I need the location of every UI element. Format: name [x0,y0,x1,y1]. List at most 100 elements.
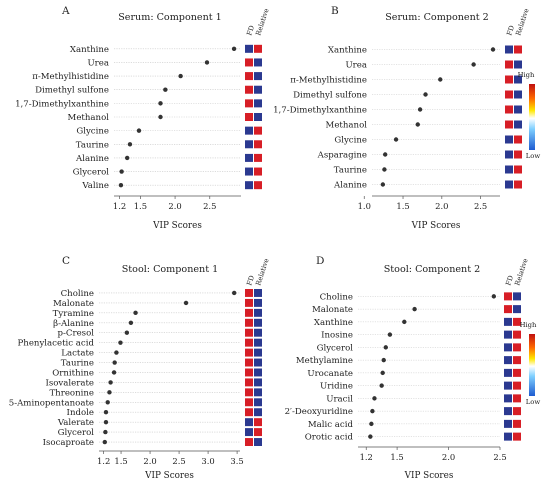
heatmap-cell [514,90,522,99]
data-point [438,77,443,82]
category-label: Tyramine [53,309,94,319]
heatmap-cell [514,105,522,114]
x-axis-label: VIP Scores [152,221,202,231]
heatmap-cell [245,388,253,397]
color-legend-bottom: High Low [520,321,541,406]
heatmap-cell [245,58,253,67]
data-point [372,396,377,401]
heatmap-cell [245,338,253,347]
data-point [231,46,237,52]
category-label: β-Alanine [53,319,94,329]
x-tick-label: 2.5 [493,452,506,462]
data-point [231,290,237,296]
heatmap-header: Relative [254,7,270,36]
heatmap-cell [245,289,253,297]
data-point [119,169,124,174]
data-point [178,73,183,79]
x-tick-label: 1.5 [396,201,409,211]
data-point [158,114,163,120]
category-label: Glycerol [73,168,110,178]
x-tick-label: 2.0 [435,201,448,211]
heatmap-cell [513,368,521,377]
heatmap-cell [254,289,262,297]
data-point [118,182,124,188]
data-point [402,319,407,325]
heatmap-header: Relative [254,257,270,286]
heatmap-cell [514,165,522,174]
heatmap-cell [254,368,262,377]
category-label: Xanthine [70,45,109,55]
legend-low-label: Low [526,152,541,160]
data-point [368,434,373,439]
heatmap-cell [254,418,262,427]
chart-title: Serum: Component 1 [118,12,222,23]
heatmap-cell [514,120,522,129]
heatmap-cell [245,72,253,81]
data-point [127,142,133,147]
category-label: Alanine [333,181,367,191]
data-point [379,383,384,388]
heatmap-cell [504,419,512,428]
heatmap-header: Relative [513,257,529,286]
category-label: 5-Aminopentanoate [9,398,94,408]
heatmap-cell [254,328,262,337]
category-label: Urocanate [307,369,353,379]
data-point [183,300,189,306]
data-point [128,320,134,325]
heatmap-cell [505,150,513,159]
chart-title: Stool: Component 2 [384,264,481,275]
data-point [105,400,110,405]
heatmap-cell [254,167,262,176]
category-label: Ornithine [52,368,94,378]
x-tick-label: 1.2 [113,201,126,211]
data-point [417,107,423,112]
heatmap-cell [504,381,512,390]
legend-low-label-2: Low [526,398,541,406]
data-point [380,182,386,187]
data-point [136,128,142,133]
data-point [112,360,117,365]
heatmap-cell [504,356,512,365]
category-label: Glycine [76,127,109,137]
data-point [133,310,138,316]
category-label: Glycine [334,136,367,146]
heatmap-cell [505,180,513,189]
category-label: Taurine [76,140,109,150]
x-tick-label: 2.5 [203,201,216,211]
panel-letter: B [331,5,339,17]
heatmap-cell [504,330,512,339]
heatmap-cell [513,381,521,390]
heatmap-cell [245,181,253,190]
data-point [102,439,108,445]
category-label: 2′-Deoxyuridine [285,407,353,417]
heatmap-header: FD [245,274,256,287]
category-label: π-Methylhistidine [290,76,367,86]
data-point [107,390,112,395]
category-label: Dimethyl sulfone [35,86,109,96]
data-point [204,60,210,65]
x-axis-label: VIP Scores [144,471,194,481]
x-tick-label: 1.5 [134,201,147,211]
heatmap-cell [254,388,262,397]
data-point [118,340,123,345]
x-tick-label: 2.5 [172,456,185,466]
category-label: Valine [81,181,109,191]
heatmap-cell [245,348,253,357]
color-legend-top: High Low [518,71,541,160]
heatmap-cell [254,72,262,81]
category-label: π-Methylhistidine [32,72,109,82]
heatmap-cell [254,408,262,417]
heatmap-cell [254,318,262,327]
heatmap-cell [513,432,521,441]
heatmap-cell [513,330,521,339]
heatmap-cell [514,45,522,54]
heatmap-cell [254,308,262,317]
heatmap-cell [254,126,262,135]
x-tick-label: 1.5 [114,456,127,466]
data-point [387,332,393,337]
heatmap-cell [513,292,521,301]
heatmap-cell [245,113,253,121]
